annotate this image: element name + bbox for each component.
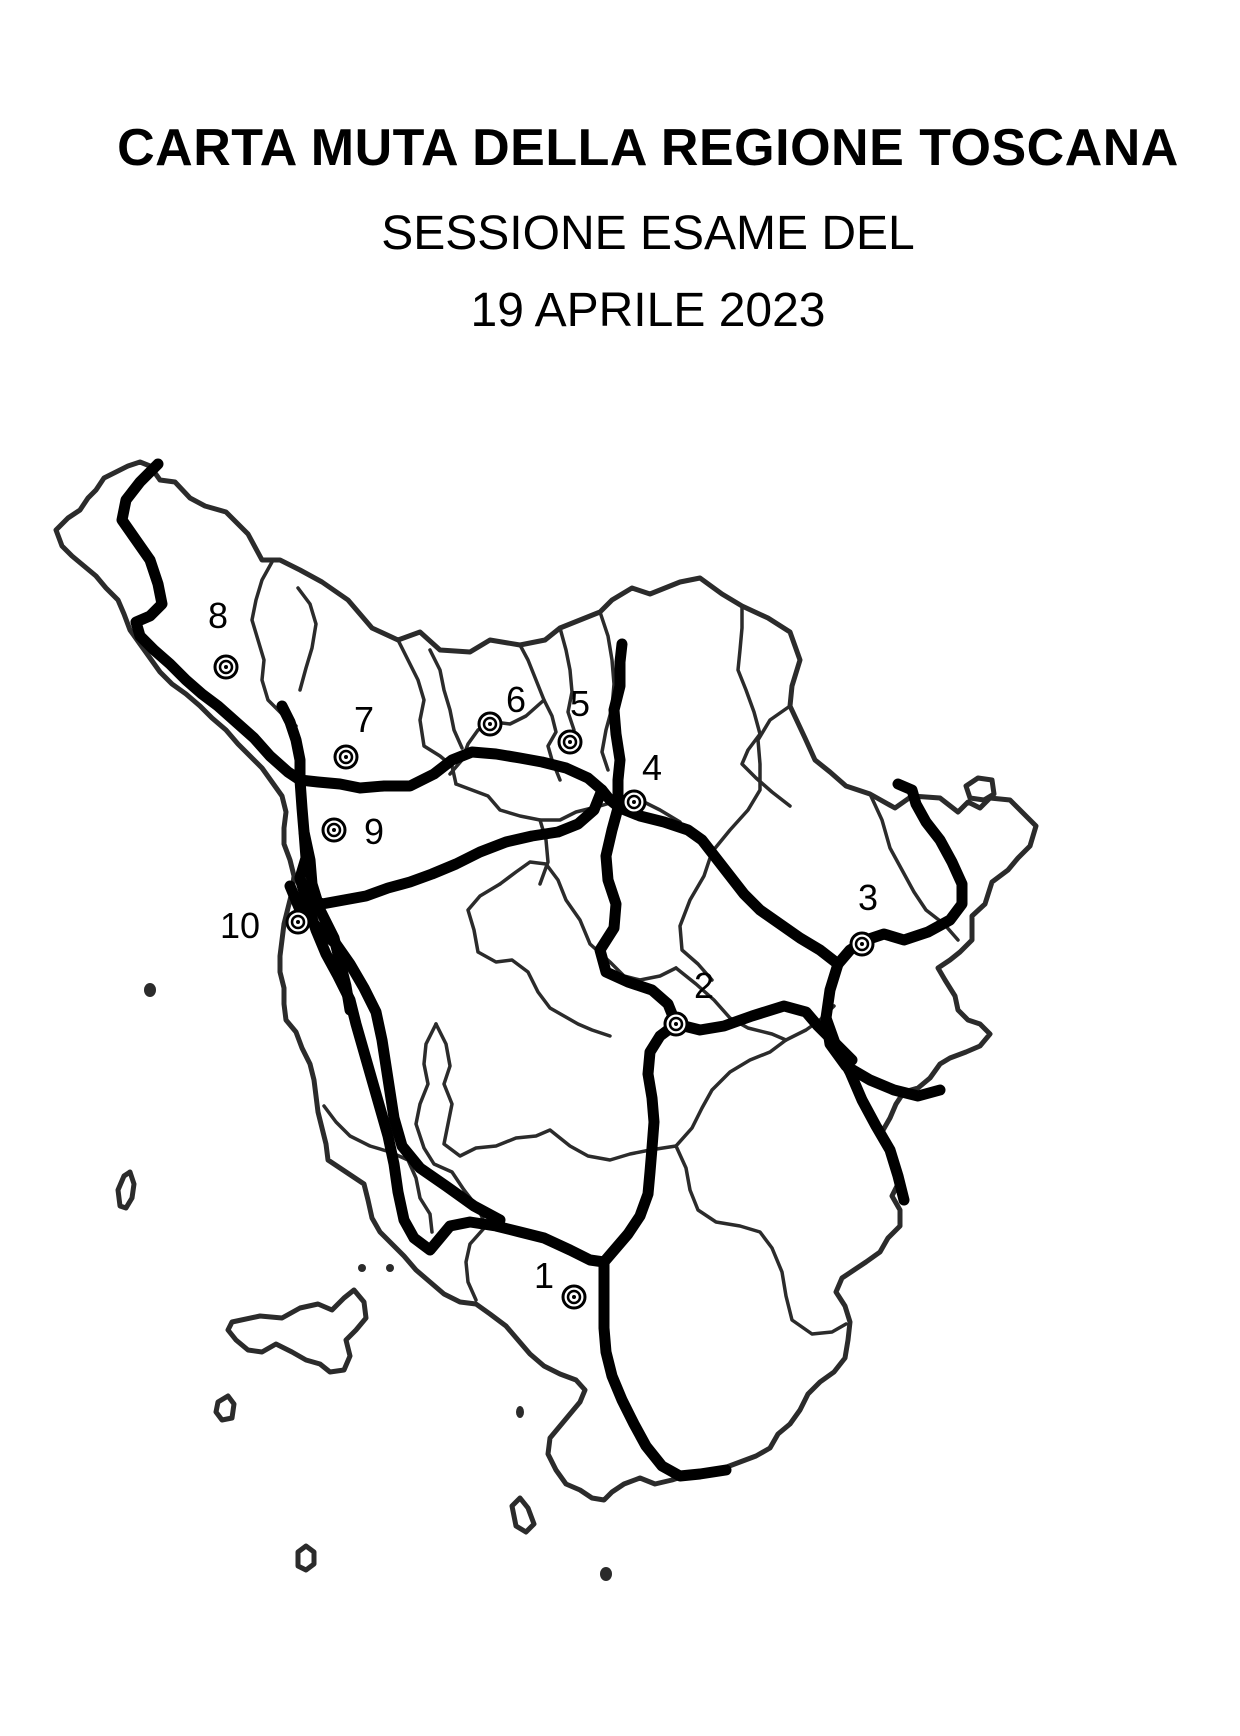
marker-label-7: 7	[354, 699, 374, 740]
island-elba	[225, 1287, 369, 1375]
island-gorgona	[144, 983, 156, 997]
marker-label-9: 9	[364, 811, 384, 852]
map-marker-6[interactable]: 6	[477, 679, 526, 737]
region-outline	[53, 459, 1039, 1503]
map-marker-3[interactable]: 3	[849, 877, 878, 957]
map-marker-2[interactable]: 2	[663, 965, 714, 1037]
island-montecristo	[295, 1543, 317, 1573]
map-marker-7[interactable]: 7	[333, 699, 374, 770]
island-small-2	[358, 1264, 366, 1272]
markers: 1 2 3 4 5 6	[208, 595, 878, 1310]
marker-label-2: 2	[694, 965, 714, 1006]
marker-label-4: 4	[642, 747, 662, 788]
map-marker-8[interactable]: 8	[208, 595, 239, 680]
map-marker-4[interactable]: 4	[621, 747, 662, 815]
island-small-3	[386, 1264, 394, 1272]
island-small-1	[516, 1406, 524, 1418]
marker-label-10: 10	[220, 905, 260, 946]
map-marker-1[interactable]: 1	[534, 1255, 587, 1310]
island-giannutri	[600, 1567, 612, 1581]
marker-label-1: 1	[534, 1255, 554, 1296]
map-title: CARTA MUTA DELLA REGIONE TOSCANA	[117, 119, 1179, 177]
map-marker-9[interactable]: 9	[321, 811, 384, 852]
map-marker-5[interactable]: 5	[557, 683, 590, 755]
island-pianosa	[213, 1393, 237, 1423]
marker-label-3: 3	[858, 877, 878, 918]
marker-label-5: 5	[570, 683, 590, 724]
island-capraia	[115, 1169, 137, 1211]
map-marker-10[interactable]: 10	[220, 905, 311, 946]
exam-date: 19 APRILE 2023	[470, 284, 826, 337]
enclave-badia-tedalda	[963, 775, 997, 803]
exam-session-label: SESSIONE ESAME DEL	[381, 207, 915, 260]
routes	[116, 458, 968, 1482]
marker-label-6: 6	[506, 679, 526, 720]
marker-label-8: 8	[208, 595, 228, 636]
island-giglio	[509, 1495, 537, 1535]
